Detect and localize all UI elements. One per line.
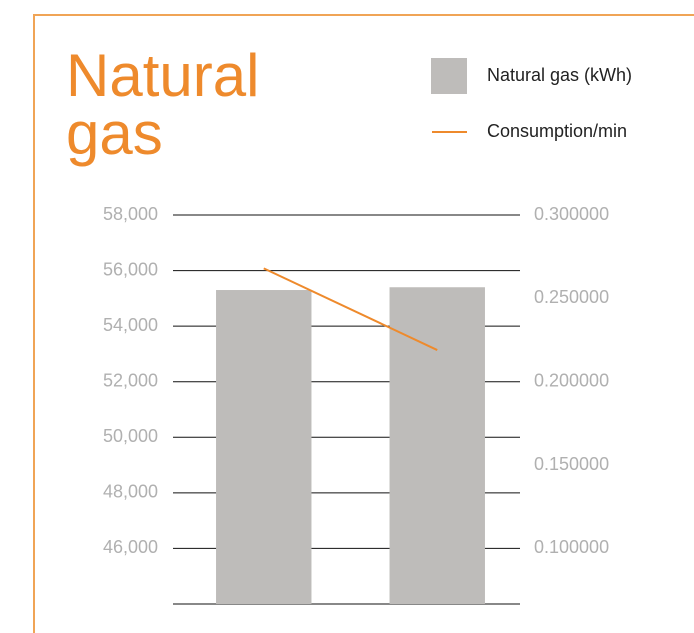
- y-tick-label: 46,000: [103, 537, 158, 557]
- y-tick-label: 58,000: [103, 204, 158, 224]
- y-tick-label: 50,000: [103, 426, 158, 446]
- bar: [216, 290, 312, 604]
- y2-tick-label: 0.250000: [534, 287, 609, 307]
- legend-label: Consumption/min: [487, 121, 627, 141]
- legend-label: Natural gas (kWh): [487, 65, 632, 85]
- line: [263, 267, 438, 351]
- chart-title: gas: [66, 100, 163, 167]
- y2-tick-label: 0.150000: [534, 454, 609, 474]
- y2-tick-label: 0.300000: [534, 204, 609, 224]
- legend-swatch: [431, 58, 467, 94]
- frame: [33, 14, 694, 633]
- chart-title: Natural: [66, 42, 259, 109]
- y-tick-label: 48,000: [103, 482, 158, 502]
- y2-tick-label: 0.100000: [534, 537, 609, 557]
- y-tick-label: 56,000: [103, 259, 158, 279]
- y-tick-label: 54,000: [103, 315, 158, 335]
- bar: [389, 287, 485, 604]
- y2-tick-label: 0.200000: [534, 370, 609, 390]
- y-tick-label: 52,000: [103, 370, 158, 390]
